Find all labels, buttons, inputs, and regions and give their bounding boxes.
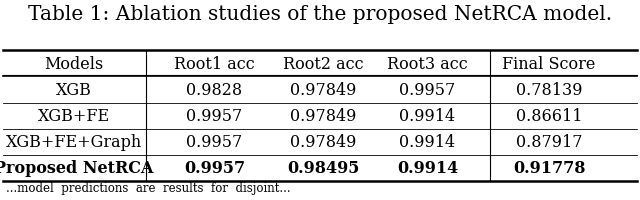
Text: 0.9914: 0.9914 — [397, 160, 458, 176]
Text: 0.9957: 0.9957 — [186, 134, 243, 150]
Text: 0.78139: 0.78139 — [516, 82, 582, 98]
Text: Models: Models — [44, 56, 103, 72]
Text: 0.97849: 0.97849 — [290, 82, 356, 98]
Text: 0.9914: 0.9914 — [399, 134, 456, 150]
Text: 0.9957: 0.9957 — [186, 108, 243, 124]
Text: 0.97849: 0.97849 — [290, 134, 356, 150]
Text: 0.97849: 0.97849 — [290, 108, 356, 124]
Text: Root2 acc: Root2 acc — [283, 56, 364, 72]
Text: 0.9914: 0.9914 — [399, 108, 456, 124]
Text: XGB+FE+Graph: XGB+FE+Graph — [6, 134, 141, 150]
Text: 0.91778: 0.91778 — [513, 160, 586, 176]
Text: 0.9828: 0.9828 — [186, 82, 243, 98]
Text: ...model  predictions  are  results  for  disjoint...: ...model predictions are results for dis… — [6, 181, 291, 194]
Text: 0.98495: 0.98495 — [287, 160, 360, 176]
Text: Table 1: Ablation studies of the proposed NetRCA model.: Table 1: Ablation studies of the propose… — [28, 5, 612, 24]
Text: XGB+FE: XGB+FE — [38, 108, 109, 124]
Text: 0.87917: 0.87917 — [516, 134, 582, 150]
Text: Final Score: Final Score — [502, 56, 596, 72]
Text: 0.9957: 0.9957 — [184, 160, 245, 176]
Text: Root3 acc: Root3 acc — [387, 56, 468, 72]
Text: Root1 acc: Root1 acc — [174, 56, 255, 72]
Text: 0.86611: 0.86611 — [516, 108, 582, 124]
Text: 0.9957: 0.9957 — [399, 82, 456, 98]
Text: XGB: XGB — [56, 82, 92, 98]
Text: Proposed NetRCA: Proposed NetRCA — [0, 160, 154, 176]
